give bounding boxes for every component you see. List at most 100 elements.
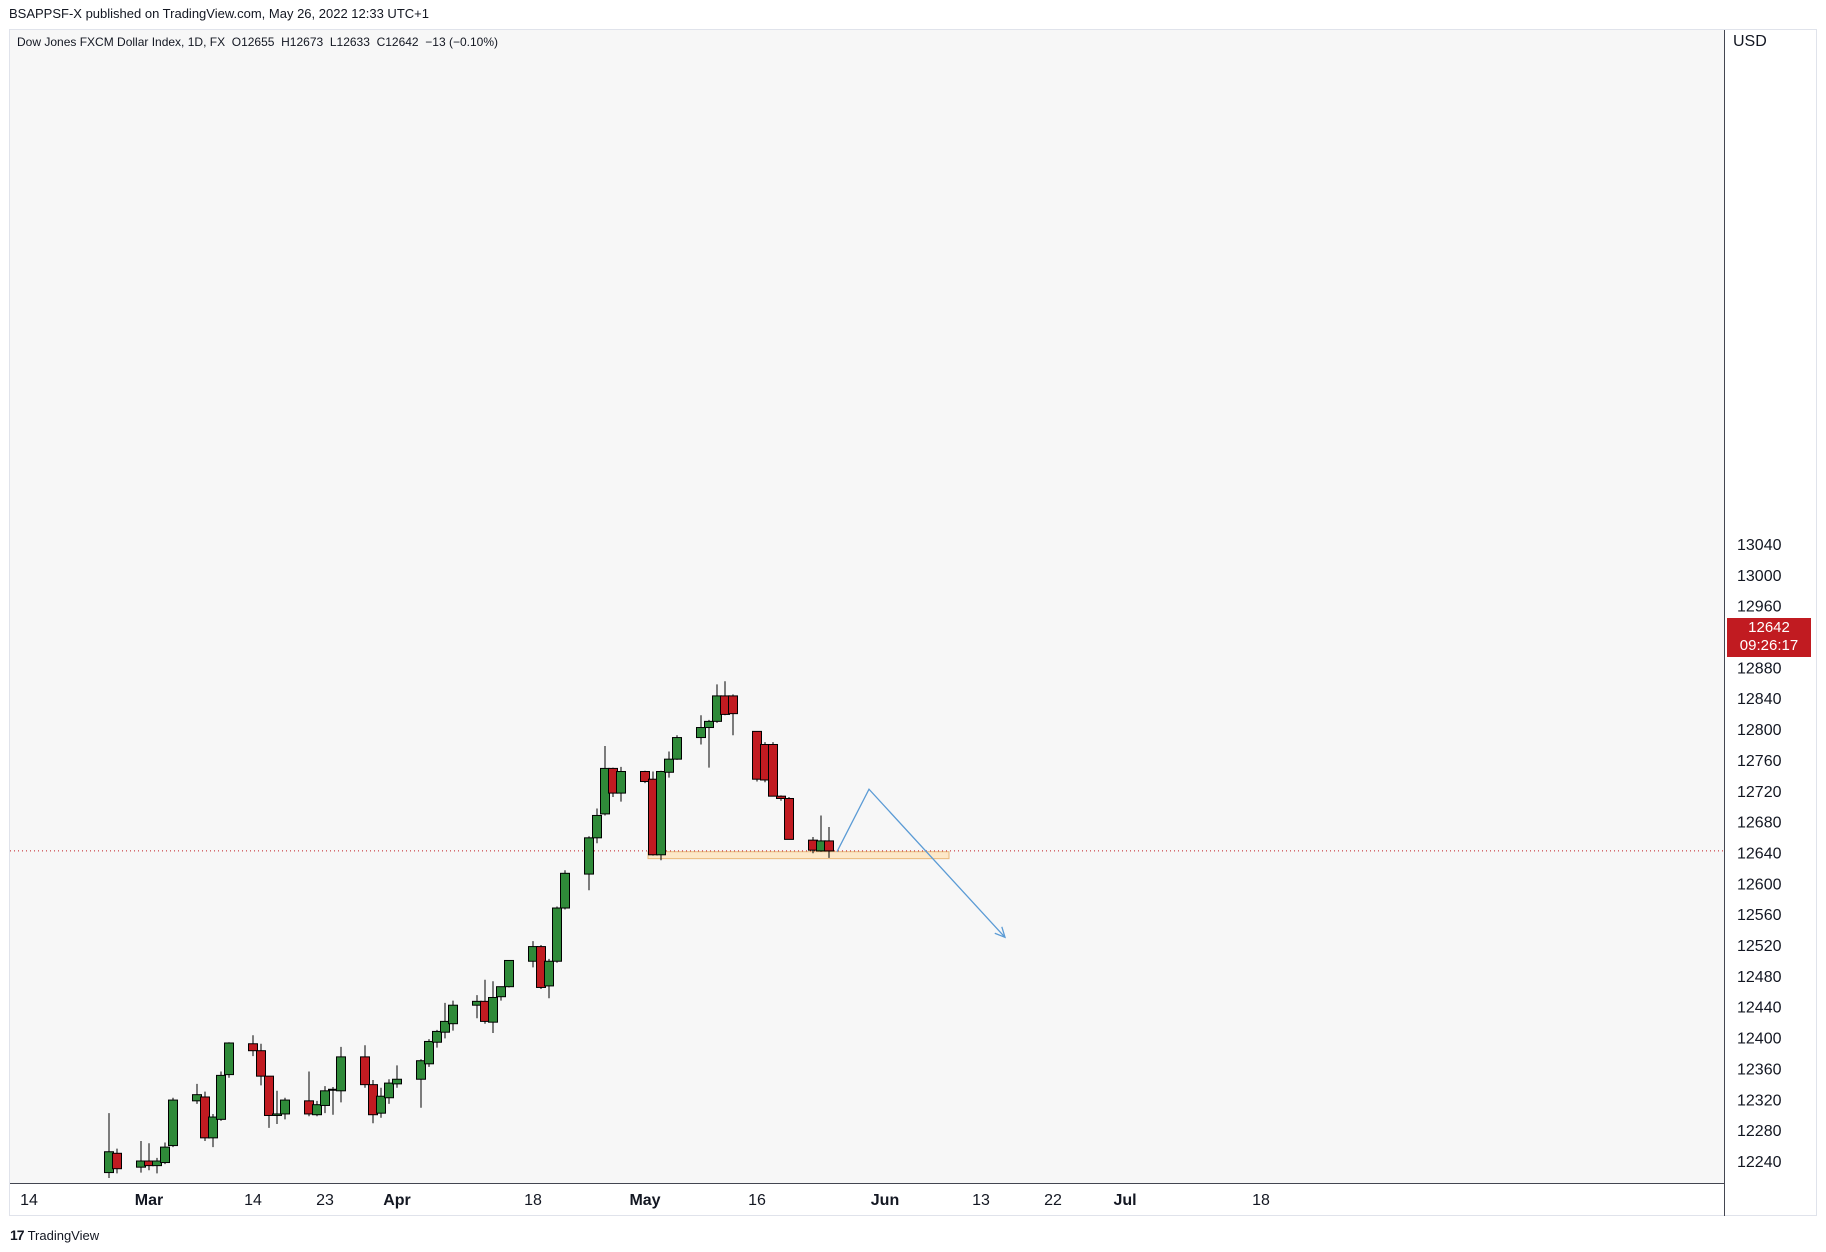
price-tick-label: 12880 [1737, 660, 1782, 677]
price-tick-label: 12480 [1737, 969, 1782, 986]
time-tick-label: 23 [316, 1192, 334, 1209]
candle[interactable] [664, 751, 674, 778]
price-tick-label: 13000 [1737, 568, 1782, 585]
candle-body-up [440, 1020, 450, 1033]
candle-body-up [216, 1074, 226, 1120]
candle[interactable] [560, 870, 570, 910]
candle[interactable] [112, 1148, 122, 1174]
price-tick-label: 12680 [1737, 815, 1782, 832]
candle[interactable] [448, 1000, 458, 1031]
plot-area[interactable] [10, 30, 1724, 1183]
candle[interactable] [272, 1090, 282, 1124]
tradingview-brand[interactable]: 17 TradingView [10, 1227, 99, 1243]
candle-body-down [824, 840, 834, 852]
price-tick-label: 12760 [1737, 753, 1782, 770]
candle[interactable] [336, 1046, 346, 1103]
candle-body-up [432, 1030, 442, 1043]
candle-body-up [696, 727, 706, 739]
candle-body-up [416, 1060, 426, 1080]
candle-body-up [664, 758, 674, 773]
candle[interactable] [552, 906, 562, 963]
candle-body-up [584, 837, 594, 875]
candle-body-up [560, 872, 570, 909]
candle[interactable] [432, 1029, 442, 1048]
price-axis-labels: 12240 12280 12320 12360 12400 12440 12480 12520… [1737, 537, 1782, 1171]
candle[interactable] [392, 1065, 402, 1088]
candle[interactable] [224, 1042, 234, 1078]
candle[interactable] [784, 796, 794, 840]
legend-high: H12673 [281, 35, 324, 49]
candle[interactable] [672, 735, 682, 760]
candle[interactable] [216, 1071, 226, 1121]
candle[interactable] [152, 1157, 162, 1174]
candle[interactable] [584, 836, 594, 891]
candle[interactable] [592, 808, 602, 844]
candle[interactable] [248, 1035, 258, 1057]
candle-body-up [552, 907, 562, 962]
candle[interactable] [264, 1075, 274, 1128]
price-tick-label: 13040 [1737, 537, 1782, 554]
symbol-legend[interactable]: Dow Jones FXCM Dollar Index, 1D, FX O126… [17, 35, 498, 49]
candle[interactable] [728, 694, 738, 736]
price-tick-label: 12800 [1737, 722, 1782, 739]
candle[interactable] [208, 1113, 218, 1148]
candle[interactable] [136, 1140, 146, 1173]
currency-label[interactable]: USD [1733, 33, 1767, 50]
candle[interactable] [360, 1045, 370, 1088]
tradingview-logo-icon: 17 [10, 1227, 25, 1243]
candle[interactable] [424, 1039, 434, 1067]
legend-low: L12633 [329, 35, 370, 49]
candle[interactable] [384, 1079, 394, 1104]
bar-close-countdown: 09:26:17 [1739, 637, 1799, 654]
candle[interactable] [504, 959, 514, 988]
legend-change: −13 (−0.10%) [425, 35, 498, 49]
candle[interactable] [488, 981, 498, 1033]
candle[interactable] [160, 1142, 170, 1165]
candle-body-up [704, 720, 714, 729]
support-zone-rect[interactable] [647, 851, 950, 860]
price-tick-label: 12280 [1737, 1123, 1782, 1140]
candle[interactable] [168, 1097, 178, 1148]
candle[interactable] [776, 795, 786, 801]
candle[interactable] [824, 827, 834, 858]
time-tick-label: Jun [871, 1192, 899, 1209]
candle-body-up [312, 1104, 322, 1116]
candle[interactable] [768, 742, 778, 797]
candle[interactable] [656, 770, 666, 861]
candle[interactable] [320, 1086, 330, 1114]
candle-body-down [360, 1056, 370, 1086]
time-tick-label: Apr [383, 1192, 411, 1209]
time-tick-label: Mar [135, 1192, 163, 1209]
projection-arrowhead [994, 926, 1007, 939]
projection-path[interactable] [836, 788, 1006, 938]
candles-layer [104, 681, 834, 1178]
candle[interactable] [440, 1002, 450, 1039]
time-tick-label: May [629, 1192, 660, 1209]
candle[interactable] [280, 1097, 290, 1120]
candle[interactable] [544, 958, 554, 999]
legend-open: O12655 [231, 35, 275, 49]
time-tick-label: 16 [748, 1192, 766, 1209]
candle-body-down [776, 795, 786, 799]
candle-body-up [224, 1042, 234, 1076]
time-tick-label: 13 [972, 1192, 990, 1209]
candle[interactable] [640, 770, 650, 784]
price-tick-label: 12240 [1737, 1154, 1782, 1171]
candle[interactable] [256, 1043, 266, 1086]
price-tick-label: 12360 [1737, 1061, 1782, 1078]
candle-body-down [640, 770, 650, 783]
candle[interactable] [496, 986, 506, 1001]
price-axis-separator [1724, 30, 1725, 1216]
candle[interactable] [704, 719, 714, 768]
candle[interactable] [416, 1059, 426, 1108]
price-tick-label: 12640 [1737, 845, 1782, 862]
candle-body-up [272, 1113, 282, 1116]
candle[interactable] [696, 715, 706, 745]
candle[interactable] [376, 1087, 386, 1118]
candle-body-down [264, 1075, 274, 1116]
candle[interactable] [616, 766, 626, 802]
price-tick-label: 12440 [1737, 1000, 1782, 1017]
candle[interactable] [312, 1100, 322, 1117]
candle-body-up [496, 986, 506, 998]
